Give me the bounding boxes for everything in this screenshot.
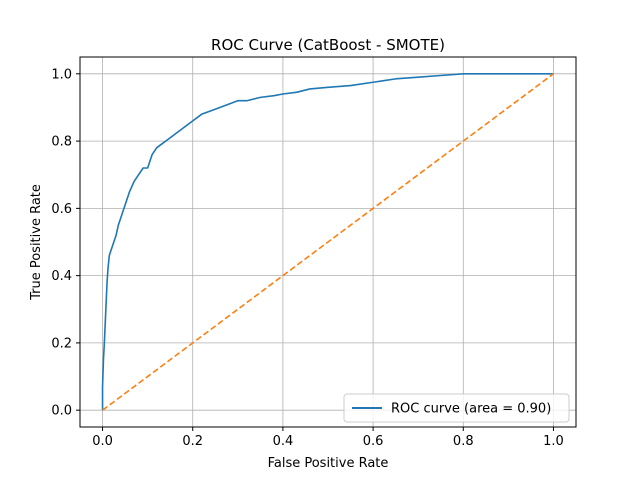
legend: ROC curve (area = 0.90): [343, 393, 570, 423]
chart-title: ROC Curve (CatBoost - SMOTE): [211, 36, 445, 54]
legend-label-roc: ROC curve (area = 0.90): [391, 402, 551, 417]
y-tick-label: 0.6: [51, 202, 72, 217]
y-tick-label: 0.2: [51, 336, 72, 351]
legend-box: [343, 393, 570, 423]
x-tick-label: 0.0: [92, 434, 113, 449]
x-axis-label: False Positive Rate: [268, 456, 389, 471]
x-tick-label: 0.8: [453, 434, 474, 449]
y-tick-label: 0.0: [51, 404, 72, 419]
roc-curve-line: [101, 73, 554, 411]
x-tick-label: 1.0: [543, 434, 564, 449]
series-layer: [101, 73, 554, 411]
ticks: 0.0 0.2 0.4 0.6 0.8 1.0 0.0 0.2 0.4 0.6 0.8 1.0: [51, 67, 563, 449]
chance-diagonal-line: [102, 73, 554, 411]
x-tick-label: 0.2: [182, 434, 203, 449]
y-tick-label: 1.0: [51, 67, 72, 82]
x-tick-label: 0.4: [273, 434, 294, 449]
y-tick-label: 0.8: [51, 135, 72, 150]
x-tick-label: 0.6: [363, 434, 384, 449]
plot-frame: [79, 56, 577, 428]
y-axis-label: True Positive Rate: [29, 184, 44, 301]
y-tick-label: 0.4: [51, 269, 72, 284]
